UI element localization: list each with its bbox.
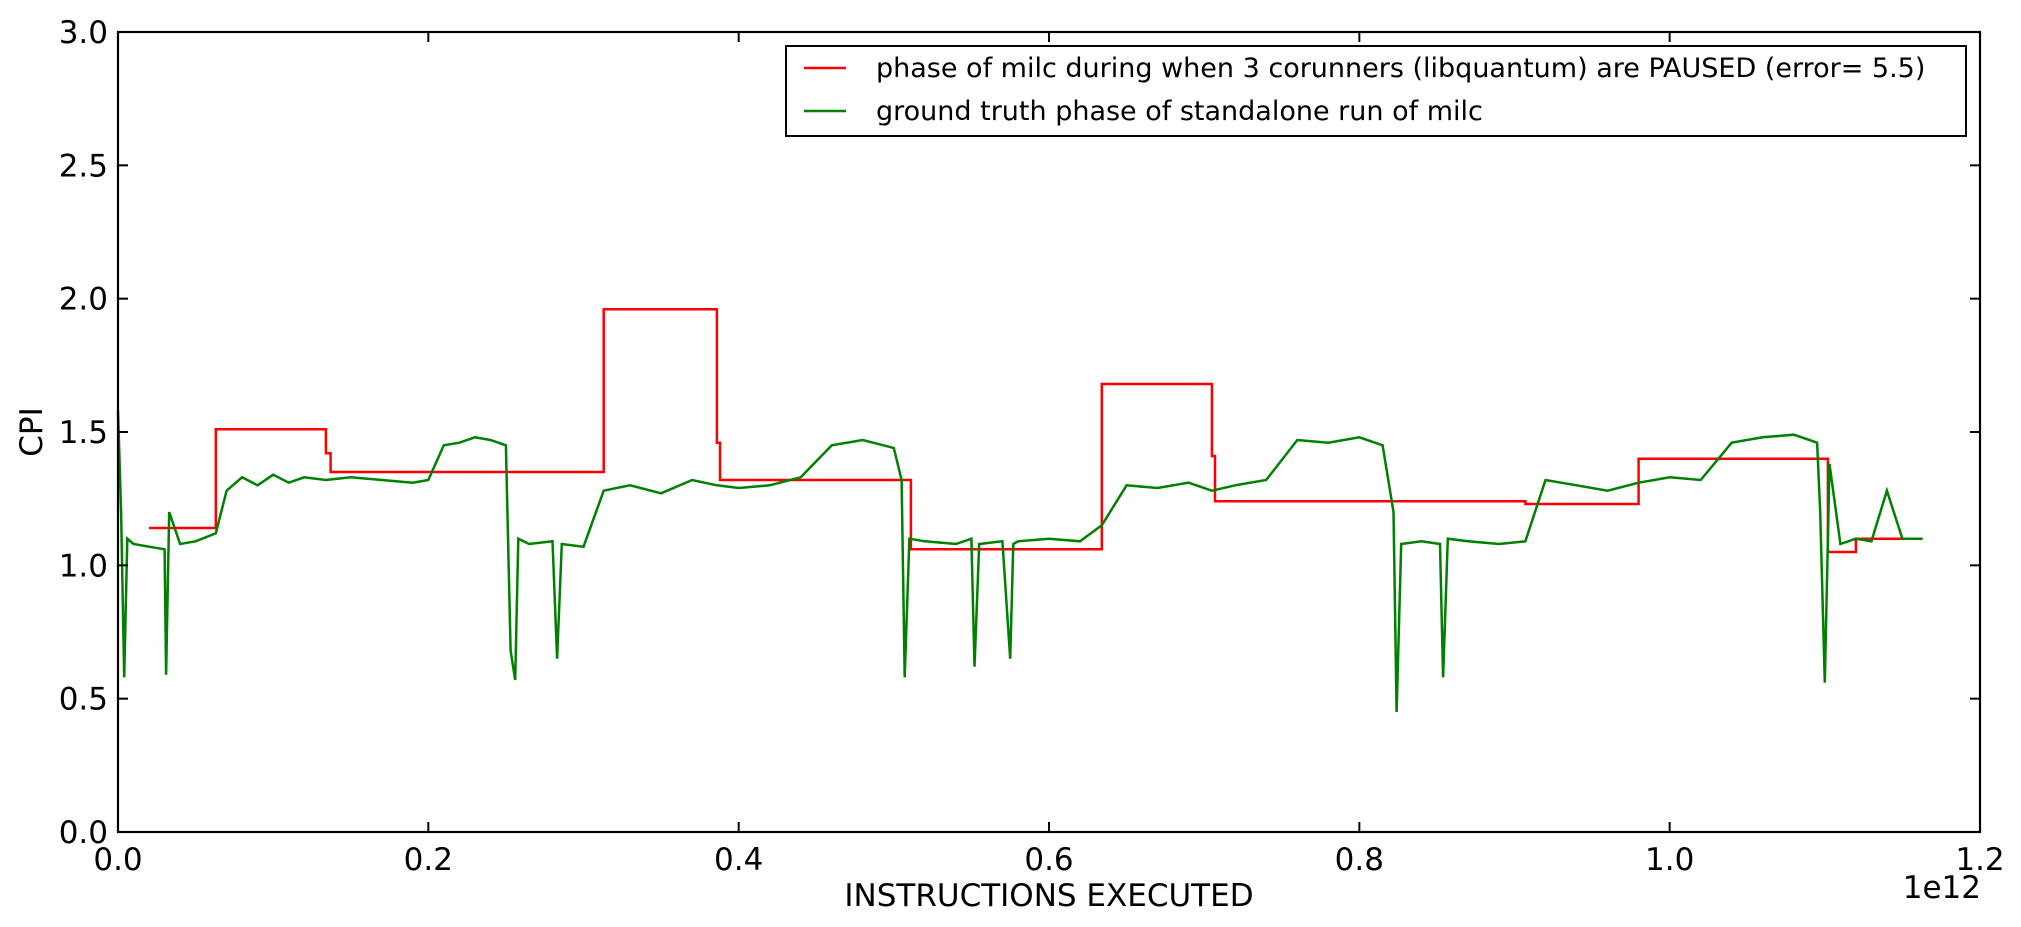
x-axis-label: INSTRUCTIONS EXECUTED — [844, 878, 1253, 914]
x-tick-label: 1.2 — [1955, 842, 2004, 878]
y-axis-label: CPI — [14, 407, 50, 456]
y-tick-label: 0.0 — [59, 815, 108, 851]
x-tick-label: 0.0 — [93, 842, 142, 878]
legend-entry-paused: phase of milc during when 3 corunners (l… — [876, 53, 1925, 84]
x-axis: 0.0 0.2 0.4 0.6 0.8 1.0 1.2 — [93, 32, 2005, 878]
x-tick-label: 1.0 — [1645, 842, 1694, 878]
legend: phase of milc during when 3 corunners (l… — [785, 45, 1967, 137]
x-tick-label: 0.6 — [1024, 842, 1073, 878]
x-tick-label: 0.8 — [1335, 842, 1384, 878]
y-tick-label: 2.0 — [59, 282, 108, 318]
series-line-ground-truth — [116, 410, 1923, 713]
plot-area — [116, 308, 1923, 713]
legend-box — [785, 45, 1967, 137]
y-tick-label: 3.0 — [59, 15, 108, 51]
y-tick-label: 0.5 — [59, 682, 108, 718]
x-offset-label: 1e12 — [1903, 870, 1981, 906]
legend-entry-ground-truth: ground truth phase of standalone run of … — [876, 96, 1483, 127]
y-axis: 0.0 0.5 1.0 1.5 2.0 2.5 3.0 — [59, 15, 1980, 851]
y-tick-label: 1.0 — [59, 548, 108, 584]
x-tick-label: 0.4 — [714, 842, 763, 878]
y-tick-label: 2.5 — [59, 148, 108, 184]
series-line-paused-phase — [149, 308, 1923, 554]
plot-frame — [116, 30, 1982, 834]
y-tick-label: 1.5 — [59, 415, 108, 451]
x-tick-label: 0.2 — [404, 842, 453, 878]
